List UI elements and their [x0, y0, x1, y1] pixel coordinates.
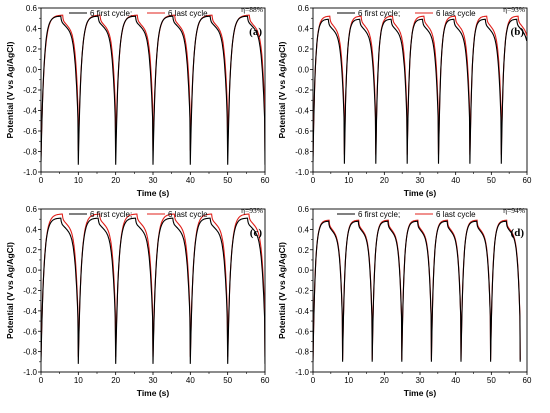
x-tick-label: 60: [261, 176, 270, 185]
x-tick-label: 50: [487, 176, 496, 185]
y-tick-label: 0.2: [26, 45, 38, 54]
y-tick-label: 0.0: [298, 66, 310, 75]
panel-label: (a): [249, 26, 262, 38]
series-first-cycle-line: [41, 217, 265, 364]
legend-label-last: 6 last cycle: [168, 9, 208, 18]
y-tick-label: -1.0: [295, 168, 309, 177]
y-tick-label: -0.8: [23, 148, 37, 157]
y-tick-label: 0.2: [26, 246, 38, 255]
y-tick-label: 0.4: [298, 225, 310, 234]
y-axis-label: Potential (V vs Ag/AgCl): [5, 242, 15, 339]
y-tick-label: -0.2: [295, 287, 309, 296]
y-tick-label: -0.4: [295, 107, 309, 116]
x-tick-label: 10: [344, 376, 353, 385]
x-tick-label: 60: [523, 376, 532, 385]
x-axis-label: Time (s): [404, 388, 437, 398]
y-tick-label: 0.6: [298, 4, 310, 13]
x-tick-label: 50: [487, 376, 496, 385]
legend-label-first: 6 first cycle;: [358, 9, 400, 18]
x-axis-label: Time (s): [137, 188, 170, 198]
legend-label-first: 6 first cycle;: [90, 210, 132, 219]
y-tick-label: -0.2: [23, 287, 37, 296]
x-tick-label: 0: [311, 376, 316, 385]
x-tick-label: 60: [523, 176, 532, 185]
x-axis-label: Time (s): [404, 188, 437, 198]
x-tick-label: 10: [344, 176, 353, 185]
x-tick-label: 50: [223, 176, 232, 185]
x-tick-label: 50: [223, 376, 232, 385]
legend-label-last: 6 last cycle: [168, 210, 208, 219]
y-tick-label: -0.8: [295, 148, 309, 157]
y-tick-label: -0.8: [295, 348, 309, 357]
x-tick-label: 20: [380, 376, 389, 385]
y-tick-label: -0.6: [23, 327, 37, 336]
x-tick-label: 30: [416, 376, 425, 385]
y-tick-label: 0.2: [298, 246, 310, 255]
panel-label: (b): [511, 26, 525, 38]
y-tick-label: 0.2: [298, 45, 310, 54]
y-tick-label: 0.6: [26, 4, 38, 13]
x-tick-label: 20: [111, 176, 120, 185]
y-tick-label: -0.8: [23, 348, 37, 357]
x-tick-label: 40: [186, 176, 195, 185]
x-tick-label: 0: [39, 176, 44, 185]
y-axis-label: Potential (V vs Ag/AgCl): [277, 41, 287, 138]
y-tick-label: 0.6: [298, 205, 310, 214]
efficiency-label: η=94%: [503, 206, 525, 215]
y-tick-label: 0.4: [26, 225, 38, 234]
y-tick-label: -1.0: [23, 368, 37, 377]
y-tick-label: 0.4: [26, 25, 38, 34]
legend-label-last: 6 last cycle: [436, 9, 476, 18]
x-tick-label: 0: [311, 176, 316, 185]
y-tick-label: 0.0: [26, 266, 38, 275]
x-tick-label: 10: [74, 376, 83, 385]
efficiency-label: η=93%: [503, 5, 525, 14]
y-axis-label: Potential (V vs Ag/AgCl): [5, 41, 15, 138]
y-tick-label: 0.6: [26, 205, 38, 214]
x-tick-label: 20: [111, 376, 120, 385]
plot-frame: [312, 208, 528, 373]
panel-label: (d): [511, 227, 525, 239]
legend-label-last: 6 last cycle: [436, 210, 476, 219]
y-tick-label: 0.4: [298, 25, 310, 34]
y-tick-label: -0.6: [295, 327, 309, 336]
y-tick-label: -0.6: [295, 127, 309, 136]
x-tick-label: 60: [261, 376, 270, 385]
panel-label: (c): [250, 227, 263, 239]
series-first-cycle-line: [41, 15, 265, 165]
y-tick-label: -0.2: [23, 86, 37, 95]
x-tick-label: 20: [380, 176, 389, 185]
x-tick-label: 40: [451, 176, 460, 185]
chart-panel-0: 0 10 20 30 40 50 60 -1.0 -0.8 -0.6 -0.4 -0.2 0.0 0.2 0…: [5, 4, 270, 198]
efficiency-label: η=88%: [241, 5, 263, 14]
series-first-cycle-line: [313, 18, 527, 164]
x-tick-label: 30: [149, 176, 158, 185]
legend-label-first: 6 first cycle;: [90, 9, 132, 18]
legend-label-first: 6 first cycle;: [358, 210, 400, 219]
y-tick-label: -0.4: [23, 307, 37, 316]
x-tick-label: 0: [39, 376, 44, 385]
chart-panel-3: 0 10 20 30 40 50 60 -1.0 -0.8 -0.6 -0.4 -0.2 0.0 0.2 0…: [277, 205, 532, 398]
y-tick-label: -0.4: [23, 107, 37, 116]
y-tick-label: -0.2: [295, 86, 309, 95]
y-tick-label: 0.0: [298, 266, 310, 275]
y-axis-label: Potential (V vs Ag/AgCl): [277, 242, 287, 339]
y-tick-label: -1.0: [23, 168, 37, 177]
y-tick-label: 0.0: [26, 66, 38, 75]
series-first-cycle-line: [313, 220, 521, 362]
y-tick-label: -0.6: [23, 127, 37, 136]
x-tick-label: 30: [416, 176, 425, 185]
x-tick-label: 40: [451, 376, 460, 385]
y-tick-label: -1.0: [295, 368, 309, 377]
chart-panel-2: 0 10 20 30 40 50 60 -1.0 -0.8 -0.6 -0.4 -0.2 0.0 0.2 0…: [5, 205, 270, 398]
x-tick-label: 40: [186, 376, 195, 385]
x-axis-label: Time (s): [137, 388, 170, 398]
efficiency-label: η=93%: [241, 206, 263, 215]
chart-panel-1: 0 10 20 30 40 50 60 -1.0 -0.8 -0.6 -0.4 -0.2 0.0 0.2 0…: [277, 4, 532, 198]
x-tick-label: 30: [149, 376, 158, 385]
y-tick-label: -0.4: [295, 307, 309, 316]
x-tick-label: 10: [74, 176, 83, 185]
